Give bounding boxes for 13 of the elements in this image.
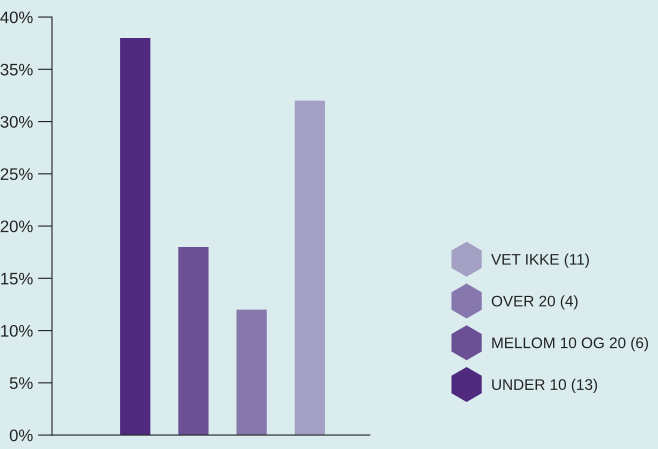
legend-label: UNDER 10 (13) bbox=[492, 378, 598, 394]
y-tick-label: 5% bbox=[10, 377, 33, 390]
legend-label: VET IKKE (11) bbox=[491, 254, 589, 268]
y-tick-label: 35% bbox=[0, 64, 33, 76]
y-tick-label: 20% bbox=[0, 220, 33, 232]
y-tick-label: 25% bbox=[0, 168, 33, 180]
y-tick-label: 0% bbox=[10, 429, 33, 442]
y-tick-label: 15% bbox=[1, 272, 33, 285]
legend-label: MELLOM 10 OG 20 (6) bbox=[492, 337, 648, 352]
legend-label: OVER 20 (4) bbox=[492, 295, 578, 310]
y-tick-label: 40% bbox=[0, 11, 33, 24]
y-tick-label: 30% bbox=[0, 116, 33, 128]
y-tick-label: 10% bbox=[1, 324, 33, 337]
